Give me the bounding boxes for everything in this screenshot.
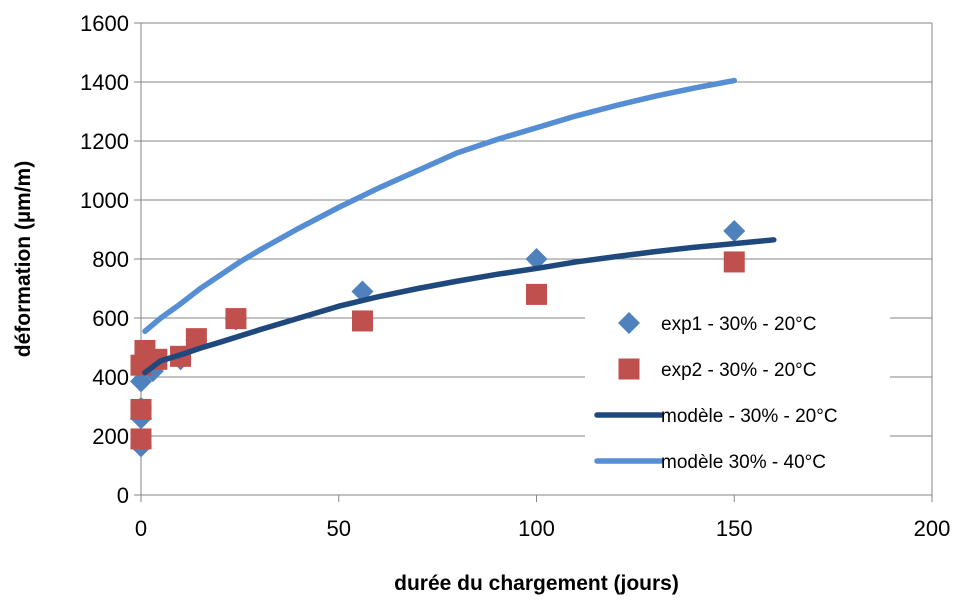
- series-line: [142, 77, 737, 335]
- data-point: [723, 219, 746, 242]
- y-tick-label: 200: [92, 424, 129, 449]
- data-point: [225, 308, 247, 330]
- x-tick-label: 0: [135, 516, 147, 541]
- legend-label: modèle 30% - 40°C: [661, 452, 826, 473]
- data-point: [526, 283, 547, 305]
- legend-item: exp1 - 30% - 20°C: [618, 312, 816, 335]
- series-line: [142, 237, 777, 376]
- legend-marker-swatch: [618, 358, 640, 380]
- x-tick-label: 100: [518, 516, 555, 541]
- legend: exp1 - 30% - 20°C exp2 - 30% - 20°C modèle…: [585, 299, 890, 487]
- x-tick-label: 150: [716, 516, 753, 541]
- data-point: [130, 398, 152, 420]
- legend-item: modèle - 30% - 20°C: [594, 406, 838, 427]
- data-point: [351, 310, 373, 332]
- data-point: [130, 428, 152, 450]
- data-series: [130, 77, 777, 458]
- x-tick-label: 50: [327, 516, 351, 541]
- y-tick-label: 1000: [80, 188, 129, 213]
- x-axis-title: durée du chargement (jours): [394, 572, 679, 595]
- y-tick-label: 400: [92, 365, 129, 390]
- y-axis-title: déformation (µm/m): [12, 161, 35, 357]
- y-tick-label: 1400: [80, 70, 129, 95]
- data-point: [723, 251, 745, 273]
- legend-label: exp2 - 30% - 20°C: [661, 360, 816, 381]
- data-point: [525, 248, 548, 270]
- series-3: [142, 237, 777, 376]
- y-tick-label: 0: [117, 483, 129, 508]
- data-point: [185, 328, 207, 350]
- y-tick-label: 1200: [80, 129, 129, 154]
- tick-labels: 0 200 400 600 800 1000 1200 1400 1600 0 50 100 150 20…: [80, 11, 950, 541]
- data-point: [130, 370, 152, 393]
- y-tick-label: 600: [92, 306, 129, 331]
- grid-lines: [141, 22, 932, 437]
- legend-label: modèle - 30% - 20°C: [661, 406, 838, 427]
- y-tick-label: 1600: [80, 11, 129, 36]
- x-tick-label: 200: [914, 516, 951, 541]
- legend-label: exp1 - 30% - 20°C: [661, 314, 816, 335]
- y-tick-label: 800: [92, 247, 129, 272]
- legend-item: exp2 - 30% - 20°C: [618, 358, 816, 381]
- legend-background: [585, 299, 890, 487]
- legend-item: modèle 30% - 40°C: [594, 452, 826, 473]
- series-4: [142, 77, 737, 335]
- legend-marker-swatch: [618, 312, 640, 334]
